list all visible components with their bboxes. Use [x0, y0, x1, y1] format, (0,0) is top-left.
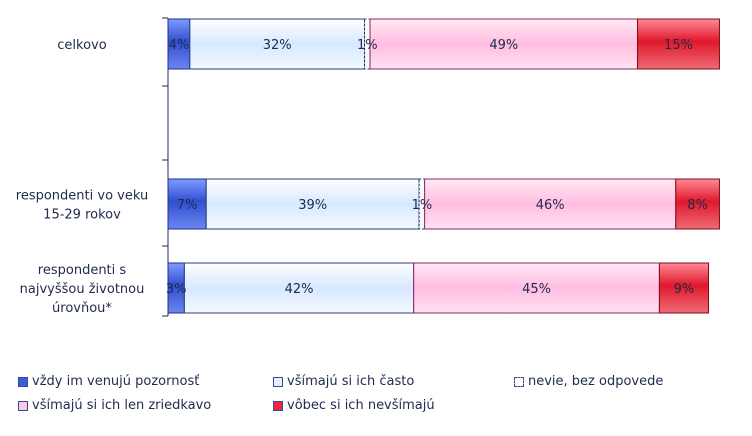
data-label: 3% [166, 282, 187, 297]
bar-segment [167, 178, 207, 230]
bar-segment [637, 18, 720, 70]
legend-item: vôbec si ich nevšímajú [273, 398, 435, 413]
legend-swatch [18, 376, 28, 387]
legend-label: vždy im venujú pozornosť [32, 374, 200, 389]
legend-label: nevie, bez odpovede [528, 374, 664, 389]
legend-label: všímajú si ich len zriedkavo [32, 398, 212, 413]
data-label: 7% [177, 198, 198, 213]
bar-segment [658, 262, 710, 314]
legend-label: všímajú si ich často [287, 374, 415, 389]
bar-segment [424, 178, 677, 230]
data-label: 46% [536, 198, 565, 213]
data-label: 49% [489, 38, 518, 53]
data-label: 42% [285, 282, 314, 297]
data-label: 1% [357, 38, 378, 53]
legend-item: vždy im venujú pozornosť [18, 374, 199, 389]
legend-label: vôbec si ich nevšímajú [287, 398, 435, 413]
data-label: 15% [664, 38, 693, 53]
legend-item: všímajú si ich len zriedkavo [18, 398, 211, 413]
bar-segment [183, 262, 415, 314]
legend-item: všímajú si ich často [273, 374, 414, 389]
legend: vždy im venujú pozornosť všímajú si ich č… [18, 374, 738, 430]
stacked-bar-chart: celkovo respondenti vo veku 15-29 rokov res… [16, 17, 720, 317]
bar-segment [675, 178, 720, 230]
bar-segment [413, 262, 660, 314]
bar-segment [364, 18, 371, 70]
legend-swatch [514, 376, 524, 387]
data-label: 39% [298, 198, 327, 213]
bar-segment [418, 178, 426, 230]
data-label: 32% [263, 38, 292, 53]
data-label: 1% [412, 198, 433, 213]
data-label: 9% [674, 282, 695, 297]
category-label: celkovo [57, 38, 106, 53]
category-label: respondenti s najvyššou životnou úrovňou* [20, 263, 145, 316]
data-label: 8% [687, 198, 708, 213]
category-label: respondenti vo veku 15-29 rokov [16, 189, 148, 223]
data-label: 45% [522, 282, 551, 297]
legend-swatch [273, 376, 283, 387]
legend-swatch [273, 400, 283, 411]
data-label: 4% [169, 38, 190, 53]
legend-swatch [18, 400, 28, 411]
legend-item: nevie, bez odpovede [514, 374, 663, 389]
